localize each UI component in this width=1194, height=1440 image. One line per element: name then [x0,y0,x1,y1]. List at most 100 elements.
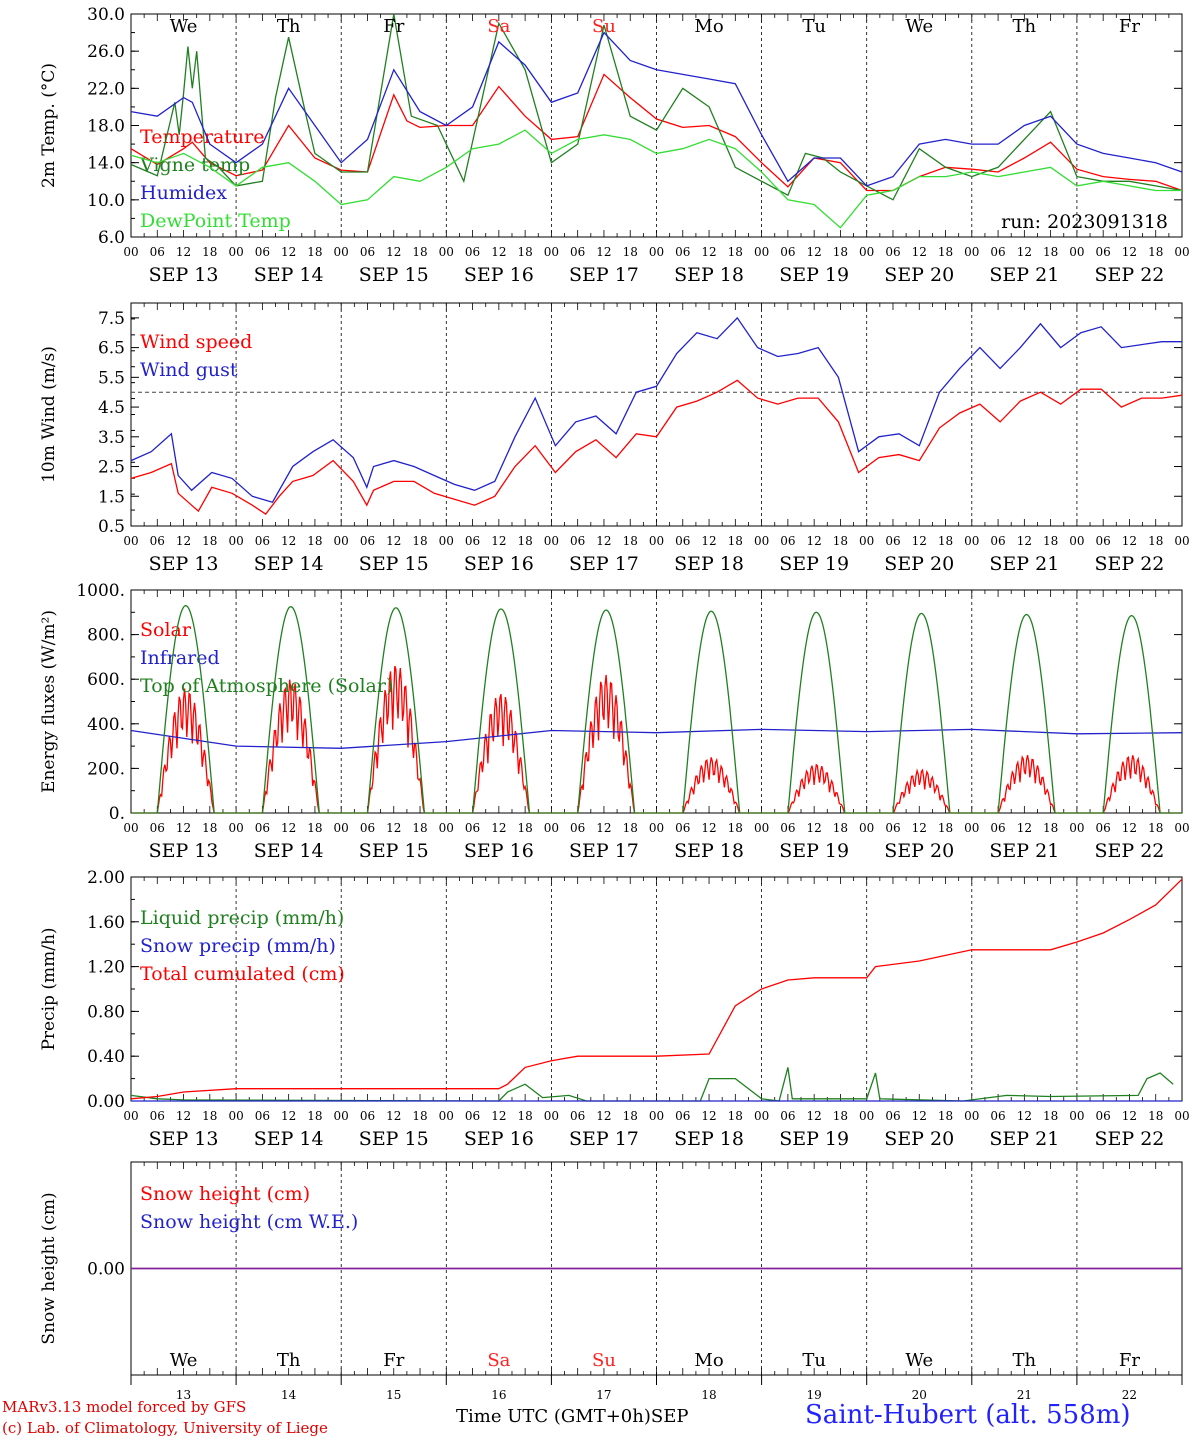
hour-tick-label: 18 [517,534,532,548]
hour-tick-label: 00 [754,821,769,835]
day-number: 22 [1122,1388,1137,1402]
date-label: SEP 16 [464,1128,534,1150]
hour-tick-label: 06 [885,821,900,835]
day-number: 13 [176,1388,191,1402]
hour-tick-label: 00 [649,1109,664,1123]
y-tick-label: 30.0 [87,5,125,25]
legend-entry: Snow height (cm W.E.) [140,1211,358,1233]
hour-tick-label: 12 [1122,534,1137,548]
hour-tick-label: 06 [465,534,480,548]
hour-tick-label: 18 [938,245,953,259]
hour-tick-label: 06 [150,245,165,259]
panel-5: 0.00 Snow height (cm) Snow height (cm) Snow… [39,1161,1183,1376]
hour-tick-label: 18 [307,534,322,548]
hour-tick-label: 18 [412,1109,427,1123]
hour-tick-label: 18 [623,1109,638,1123]
hour-tick-label: 06 [885,1109,900,1123]
hour-tick-label: 06 [255,245,270,259]
hour-tick-label: 00 [964,1109,979,1123]
hour-tick-label: 00 [228,245,243,259]
hour-tick-label: 18 [1043,1109,1058,1123]
day-number: 20 [912,1388,927,1402]
day-name-top: Th [1013,16,1037,37]
day-name-bottom: We [170,1350,198,1371]
hour-tick-label: 12 [807,534,822,548]
hour-tick-label: 00 [859,1109,874,1123]
hour-tick-label: 12 [912,821,927,835]
legend-entry: Humidex [140,182,227,204]
date-label: SEP 13 [149,553,219,575]
hour-tick-label: 18 [1148,821,1163,835]
hour-tick-label: 18 [1148,245,1163,259]
date-label: SEP 18 [674,264,744,286]
hour-tick-label: 06 [990,1109,1005,1123]
hour-tick-label: 06 [990,245,1005,259]
hour-tick-label: 18 [202,821,217,835]
y-tick-label: 800. [87,626,125,646]
y-axis-label: Snow height (cm) [39,1192,59,1344]
y-tick-label: 18.0 [87,117,125,137]
hour-tick-label: 06 [360,534,375,548]
day-number: 14 [281,1388,297,1402]
hour-tick-label: 00 [439,1109,454,1123]
day-name-bottom: Tu [802,1350,826,1371]
panel-2: 0.5 1.5 2.5 3.5 4.5 5.5 6.5 7.5 10m Wind (m/s) Wi… [39,302,1190,575]
hour-tick-label: 06 [780,821,795,835]
hour-tick-label: 00 [754,1109,769,1123]
date-label: SEP 14 [254,1128,324,1150]
hour-tick-label: 00 [649,534,664,548]
hour-tick-label: 12 [281,534,296,548]
hour-tick-label: 00 [964,534,979,548]
y-tick-label: 10.0 [87,191,125,211]
day-name-bottom: Mo [694,1350,723,1371]
hour-tick-label: 12 [1017,1109,1032,1123]
y-tick-label: 6.0 [98,228,125,248]
series-line-top-of-atmosphere-solar- [131,604,1182,814]
legend-entry: Snow height (cm) [140,1183,310,1205]
day-name-bottom: Th [1013,1350,1037,1371]
date-label: SEP 18 [674,840,744,862]
hour-tick-label: 12 [176,245,191,259]
hour-tick-label: 00 [123,245,138,259]
legend-entry: Wind speed [140,331,252,353]
date-label: SEP 17 [569,553,639,575]
hour-tick-label: 18 [938,534,953,548]
date-label: SEP 18 [674,1128,744,1150]
hour-tick-label: 00 [859,245,874,259]
date-label: SEP 22 [1095,553,1165,575]
date-label: SEP 21 [989,840,1059,862]
date-label: SEP 17 [569,1128,639,1150]
day-name-top: We [170,16,198,37]
day-name-top: We [905,16,933,37]
hour-tick-label: 12 [281,821,296,835]
hour-tick-label: 12 [596,821,611,835]
y-tick-label: 600. [87,670,125,690]
x-axis-title: Time UTC (GMT+0h)SEP [456,1406,688,1427]
hour-tick-label: 06 [780,245,795,259]
series-line-wind-gust [130,316,1182,503]
legend-entry: Top of Atmosphere (Solar) [140,675,393,697]
series-line-liquid-precip-mm-h- [130,1067,1174,1102]
y-tick-label: 200. [87,759,125,779]
hour-tick-label: 12 [386,1109,401,1123]
day-name-top: Su [592,16,616,37]
date-label: SEP 15 [359,553,429,575]
hour-tick-label: 00 [544,821,559,835]
date-label: SEP 15 [359,1128,429,1150]
panel-1: 6.0 10.0 14.0 18.0 22.0 26.0 30.0 2m Temp. (°C)… [39,5,1190,286]
hour-tick-label: 12 [1122,245,1137,259]
hour-tick-label: 18 [202,245,217,259]
hour-tick-label: 06 [150,534,165,548]
hour-tick-label: 00 [1069,821,1084,835]
hour-tick-label: 06 [570,821,585,835]
y-tick-label: 2.00 [87,868,125,888]
hour-tick-label: 18 [412,534,427,548]
date-label: SEP 21 [989,553,1059,575]
hour-tick-label: 00 [1069,245,1084,259]
day-name-bottom: Sa [487,1350,510,1371]
y-tick-label: 6.5 [98,339,125,359]
hour-tick-label: 06 [150,1109,165,1123]
hour-tick-label: 00 [859,534,874,548]
hour-tick-label: 12 [701,1109,716,1123]
date-label: SEP 21 [989,264,1059,286]
